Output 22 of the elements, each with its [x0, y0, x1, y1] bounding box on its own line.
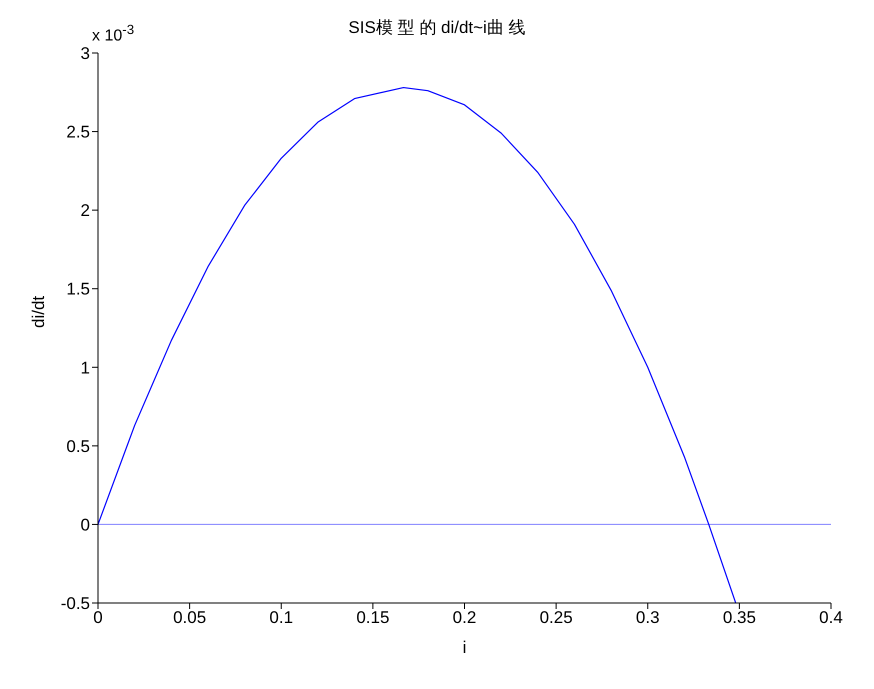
y-tick-label: 2.5	[66, 122, 90, 142]
y-tick-label: 3	[80, 44, 90, 64]
x-tick-label: 0.2	[452, 608, 476, 628]
x-tick-label: 0.35	[722, 608, 756, 628]
x-tick-label: 0	[93, 608, 103, 628]
x-tick-label: 0.4	[819, 608, 843, 628]
x-tick-label: 0.15	[356, 608, 390, 628]
y-tick-label: 2	[80, 201, 90, 220]
x-tick-label: 0.1	[269, 608, 294, 628]
y-tick-label: 0.5	[66, 436, 90, 456]
x-tick-label: 0.05	[173, 608, 206, 628]
y-axis-title: di/dt	[29, 296, 48, 328]
text: x 10$^{-3}$	[92, 22, 134, 46]
y-tick-label: 1	[80, 358, 90, 378]
x-axis-title: i	[462, 638, 466, 657]
y-tick-label: 0	[80, 515, 90, 534]
line-series	[98, 86, 736, 603]
y-tick-label: 1.5	[66, 280, 90, 299]
x-tick-label: 0.25	[540, 608, 573, 628]
x-tick-label: 0.3	[636, 608, 660, 628]
y-tick-label: -0.5	[60, 594, 90, 614]
chart-title: SIS模 型 的 di/dt~i曲 线	[348, 18, 526, 37]
